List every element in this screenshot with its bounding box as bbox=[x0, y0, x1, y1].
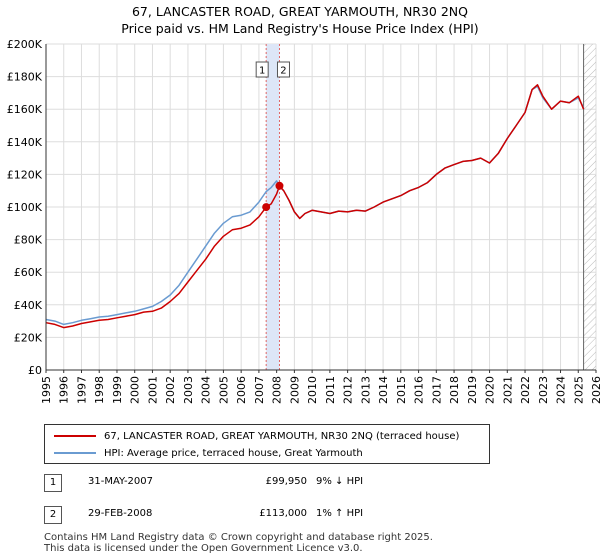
x-tick-label: 2014 bbox=[377, 376, 390, 404]
forecast-hatch-region bbox=[583, 44, 596, 370]
x-tick-label: 2005 bbox=[217, 376, 230, 404]
sale-number-box bbox=[255, 61, 269, 78]
x-tick-label: 2023 bbox=[537, 376, 550, 404]
y-tick-label: £40K bbox=[14, 299, 43, 312]
x-tick-label: 2018 bbox=[448, 376, 461, 404]
transaction-hpi-comparison: 1% ↑ HPI bbox=[316, 508, 364, 519]
footer-copyright: Contains HM Land Registry data © Crown c… bbox=[44, 532, 433, 543]
sale-period-shade bbox=[266, 44, 280, 370]
y-tick-label: £180K bbox=[7, 71, 43, 84]
legend-label-hpi: HPI: Average price, terraced house, Grea… bbox=[104, 447, 363, 459]
y-tick-label: £160K bbox=[7, 103, 43, 116]
legend-label-property: 67, LANCASTER ROAD, GREAT YARMOUTH, NR30… bbox=[104, 430, 460, 442]
x-tick-label: 2011 bbox=[324, 376, 337, 404]
legend-item-property: 67, LANCASTER ROAD, GREAT YARMOUTH, NR30… bbox=[45, 428, 459, 444]
transaction-price: £113,000 bbox=[259, 508, 307, 519]
x-tick-label: 2009 bbox=[288, 376, 301, 404]
transaction-number-badge: 2 bbox=[44, 506, 62, 524]
x-tick-label: 2006 bbox=[235, 376, 248, 404]
price-chart: 1 2 £0 £20K £40K £60K £80K £100K £120K £140K £160… bbox=[7, 38, 600, 404]
x-tick-label: 2024 bbox=[555, 376, 568, 404]
x-tick-label: 2002 bbox=[164, 376, 177, 404]
y-tick-label: £140K bbox=[7, 136, 43, 149]
x-tick-label: 2001 bbox=[146, 376, 159, 404]
x-tick-label: 2015 bbox=[395, 376, 408, 404]
x-tick-label: 2020 bbox=[484, 376, 497, 404]
sale-number-label: 2 bbox=[280, 66, 286, 77]
x-tick-label: 2013 bbox=[359, 376, 372, 404]
sale-number-box bbox=[276, 61, 290, 78]
sale-number-label: 1 bbox=[259, 66, 265, 77]
x-tick-label: 2003 bbox=[182, 376, 195, 404]
x-tick-label: 2022 bbox=[519, 376, 532, 404]
transaction-price: £99,950 bbox=[265, 476, 307, 487]
y-tick-label: £60K bbox=[14, 266, 43, 279]
x-tick-label: 2017 bbox=[430, 376, 443, 404]
table-row: 1 31-MAY-2007 £99,950 9% ↓ HPI bbox=[44, 474, 444, 494]
x-tick-label: 1997 bbox=[75, 376, 88, 404]
transaction-hpi-comparison: 9% ↓ HPI bbox=[316, 476, 364, 487]
y-tick-label: £0 bbox=[28, 364, 42, 377]
x-tick-label: 2007 bbox=[253, 376, 266, 404]
chart-title-line2: Price paid vs. HM Land Registry's House … bbox=[121, 21, 479, 36]
sale-point bbox=[262, 203, 271, 212]
y-tick-label: £120K bbox=[7, 168, 43, 181]
transaction-number-badge: 1 bbox=[44, 474, 62, 492]
x-tick-label: 1995 bbox=[40, 376, 53, 404]
sale-point bbox=[275, 181, 284, 190]
hpi-series-line bbox=[45, 85, 585, 326]
y-tick-label: £80K bbox=[14, 234, 43, 247]
transaction-date: 31-MAY-2007 bbox=[88, 476, 154, 487]
x-tick-label: 1998 bbox=[93, 376, 106, 404]
y-tick-label: £200K bbox=[7, 38, 43, 51]
y-tick-label: £20K bbox=[14, 331, 43, 344]
y-tick-label: £100K bbox=[7, 201, 43, 214]
x-tick-label: 2004 bbox=[200, 376, 213, 404]
property-series-line bbox=[45, 84, 585, 329]
x-tick-label: 1999 bbox=[111, 376, 124, 404]
x-tick-label: 2012 bbox=[342, 376, 355, 404]
x-tick-label: 2025 bbox=[572, 376, 585, 404]
chart-legend: 67, LANCASTER ROAD, GREAT YARMOUTH, NR30… bbox=[44, 424, 490, 464]
transaction-date: 29-FEB-2008 bbox=[88, 508, 153, 519]
legend-swatch-hpi bbox=[54, 452, 96, 454]
x-tick-label: 2019 bbox=[466, 376, 479, 404]
chart-title-line1: 67, LANCASTER ROAD, GREAT YARMOUTH, NR30… bbox=[131, 4, 468, 19]
x-tick-label: 2016 bbox=[413, 376, 426, 404]
x-tick-label: 2000 bbox=[129, 376, 142, 404]
x-tick-label: 1996 bbox=[58, 376, 71, 404]
legend-swatch-property bbox=[54, 435, 96, 437]
x-tick-label: 2010 bbox=[306, 376, 319, 404]
footer-licence: This data is licensed under the Open Gov… bbox=[44, 543, 363, 554]
x-tick-label: 2008 bbox=[271, 376, 284, 404]
table-row: 2 29-FEB-2008 £113,000 1% ↑ HPI bbox=[44, 506, 444, 526]
legend-item-hpi: HPI: Average price, terraced house, Grea… bbox=[45, 445, 363, 461]
x-tick-label: 2021 bbox=[501, 376, 514, 404]
x-tick-label: 2026 bbox=[590, 376, 600, 404]
